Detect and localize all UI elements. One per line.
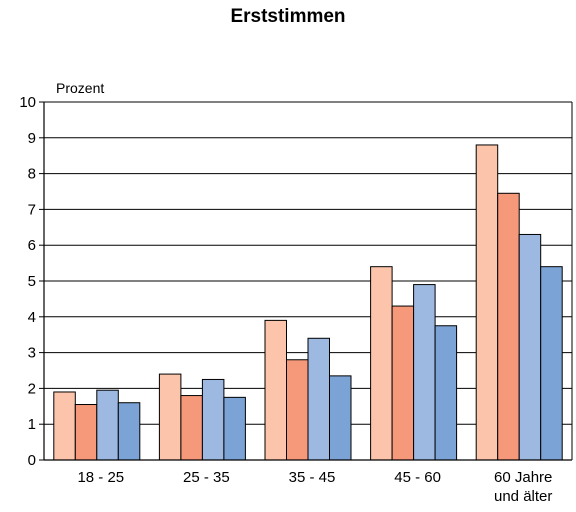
bar	[329, 375, 352, 461]
bar	[158, 373, 182, 461]
y-tick-label: 9	[28, 130, 36, 147]
y-tick-label: 4	[28, 309, 36, 326]
y-axis-label: Prozent	[56, 80, 104, 96]
bar	[497, 192, 520, 461]
x-tick-label: 18 - 25	[77, 469, 124, 486]
bar	[180, 395, 203, 461]
y-tick-label: 0	[28, 452, 36, 469]
bar	[286, 359, 309, 461]
x-tick-label: 25 - 35	[183, 469, 230, 486]
y-tick-label: 1	[28, 416, 36, 433]
y-tick-label: 6	[28, 237, 36, 254]
bar	[117, 402, 141, 461]
y-tick-label: 5	[28, 273, 36, 290]
bar	[518, 233, 542, 461]
bar	[307, 337, 330, 461]
bar	[74, 404, 98, 461]
y-tick-label: 10	[19, 94, 36, 111]
x-tick-label: 60 Jahre	[494, 469, 552, 486]
bar	[223, 396, 246, 461]
bar	[540, 266, 563, 461]
bar	[53, 391, 76, 461]
x-tick-label: 35 - 45	[289, 469, 336, 486]
bar	[96, 389, 119, 461]
y-tick-label: 3	[28, 345, 36, 362]
bar	[370, 266, 393, 461]
bar	[201, 378, 225, 461]
bar	[391, 305, 415, 461]
bar	[264, 319, 287, 461]
y-tick-label: 8	[28, 166, 36, 183]
x-tick-label: und älter	[494, 488, 552, 505]
y-tick-label: 2	[28, 380, 36, 397]
bar	[475, 144, 499, 461]
y-tick-label: 7	[28, 201, 36, 218]
x-tick-label: 45 - 60	[394, 469, 441, 486]
chart-title: Erststimmen	[230, 6, 346, 27]
bar	[434, 325, 458, 461]
bar	[413, 284, 436, 461]
